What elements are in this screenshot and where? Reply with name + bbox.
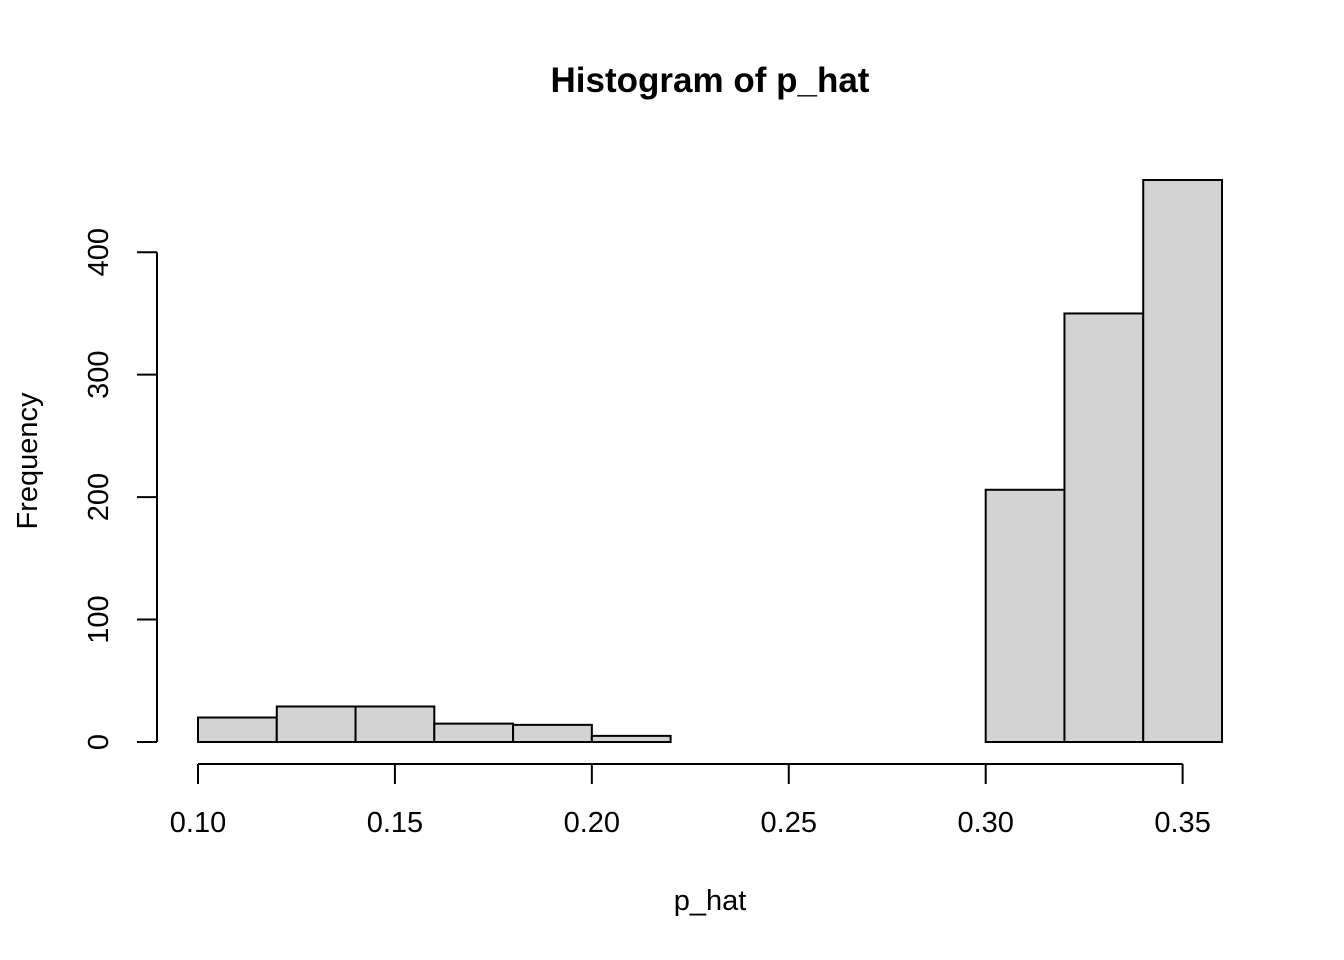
y-tick-label-1: 0 bbox=[83, 734, 115, 750]
x-tick-label-3: 0.20 bbox=[564, 807, 620, 839]
x-axis-label: p_hat bbox=[674, 885, 747, 917]
histogram-bar-1 bbox=[197, 716, 278, 743]
histogram-bar-13 bbox=[1142, 179, 1223, 743]
histogram-bar-2 bbox=[275, 705, 357, 743]
histogram-bar-3 bbox=[354, 705, 436, 743]
x-tick-label-2: 0.15 bbox=[367, 807, 423, 839]
y-axis-label: Frequency bbox=[12, 392, 44, 530]
histogram-bar-12 bbox=[1063, 312, 1145, 743]
y-tick-label-5: 400 bbox=[83, 228, 115, 276]
x-tick-label-1: 0.10 bbox=[170, 807, 226, 839]
y-axis-ticks: 0 100 200 300 400 bbox=[83, 228, 157, 750]
x-tick-label-6: 0.35 bbox=[1154, 807, 1210, 839]
x-tick-label-5: 0.30 bbox=[957, 807, 1013, 839]
x-axis-ticks: 0.10 0.15 0.20 0.25 0.30 0.35 bbox=[170, 764, 1211, 839]
y-tick-label-2: 100 bbox=[83, 595, 115, 643]
x-tick-label-4: 0.25 bbox=[761, 807, 817, 839]
histogram-bar-11 bbox=[984, 488, 1066, 743]
chart-title: Histogram of p_hat bbox=[551, 61, 870, 100]
y-tick-label-3: 200 bbox=[83, 473, 115, 521]
histogram-bar-6 bbox=[590, 734, 672, 743]
bars-group bbox=[197, 179, 1223, 744]
y-tick-label-4: 300 bbox=[83, 350, 115, 398]
histogram-bar-4 bbox=[433, 722, 515, 743]
histogram-bar-5 bbox=[512, 723, 593, 744]
